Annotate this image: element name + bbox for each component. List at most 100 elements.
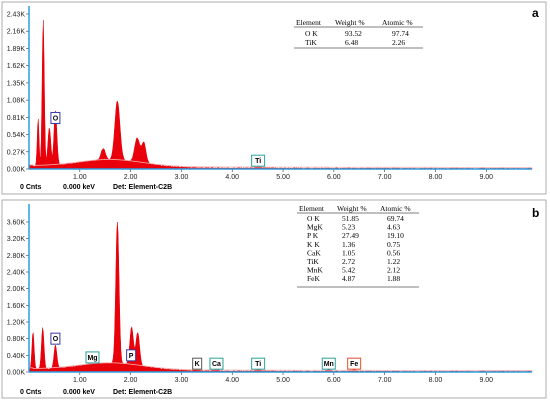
b-table-cell: CaK <box>307 248 321 257</box>
svg-text:Ca: Ca <box>212 361 221 368</box>
y-tick-label: 1.89K <box>7 46 26 53</box>
b-table-cell: 5.23 <box>342 223 355 232</box>
x-tick-label: 5.00 <box>276 377 290 384</box>
y-tick-label: 2.43K <box>7 12 26 19</box>
panel-a-letter: a <box>532 6 539 20</box>
element-marker-o: O <box>50 111 61 124</box>
y-tick-label: 2.00K <box>7 286 26 293</box>
panel-b-letter: b <box>532 206 539 220</box>
x-tick-label: 5.00 <box>276 174 290 181</box>
a-x-ticks: 1.00 2.00 3.00 4.00 5.00 6.00 7.00 8.00 9.00 <box>73 169 493 181</box>
x-tick-label: 7.00 <box>378 377 392 384</box>
b-element-markers: O Mg P K Ca Ti Mn Fe <box>50 332 362 370</box>
x-tick-label: 1.00 <box>73 174 87 181</box>
y-tick-label: 0.00K <box>7 370 26 377</box>
x-tick-label: 4.00 <box>225 174 239 181</box>
b-table-cell: 0.56 <box>387 248 400 257</box>
b-table-header-element: Element <box>299 204 325 213</box>
a-spectrum-area <box>28 20 533 170</box>
b-composition-table: Element Weight % Atomic % O K 51.85 69.74 M… <box>297 204 419 288</box>
a-table-header-weight: Weight % <box>335 18 365 27</box>
a-table-header-element: Element <box>296 18 322 27</box>
svg-text:O: O <box>53 336 59 343</box>
b-table-cell: P K <box>307 231 319 240</box>
a-table-cell: 2.26 <box>392 38 405 47</box>
a-table-cell: 97.74 <box>392 29 409 38</box>
a-footer-kev: 0.000 keV <box>63 184 95 191</box>
x-tick-label: 4.00 <box>225 377 239 384</box>
x-tick-label: 1.00 <box>73 377 87 384</box>
a-table-cell: 93.52 <box>345 29 362 38</box>
a-footer-cnts: 0 Cnts <box>20 184 42 191</box>
panel-b: b 0.00K0.40K0.80K1.20K1.60K2.00K2.40K2.8… <box>1 199 547 399</box>
b-table-cell: 1.05 <box>342 248 355 257</box>
b-table-cell: 1.22 <box>387 257 400 266</box>
panel-b-frame <box>1 199 547 399</box>
y-tick-label: 2.80K <box>7 253 26 260</box>
y-tick-label: 0.27K <box>7 149 26 156</box>
y-tick-label: 3.60K <box>7 220 26 227</box>
y-tick-label: 0.80K <box>7 336 26 343</box>
panel-a-frame <box>1 1 547 195</box>
b-table-cell: 5.42 <box>342 266 355 275</box>
b-table-cell: TiK <box>307 257 319 266</box>
y-tick-label: 1.60K <box>7 303 26 310</box>
b-x-ticks: 1.00 2.00 3.00 4.00 5.00 6.00 7.00 8.00 9.00 <box>73 372 493 384</box>
x-tick-label: 3.00 <box>175 377 189 384</box>
y-tick-label: 1.35K <box>7 80 26 87</box>
x-tick-label: 8.00 <box>429 174 443 181</box>
a-table-header-atomic: Atomic % <box>382 18 413 27</box>
a-y-ticks: 0.00K 0.27K 0.54K 0.81K 1.08K 1.35K 1.62K 1.89K… <box>7 12 29 174</box>
b-table-cell: 1.36 <box>342 240 355 249</box>
b-table-cell: 2.12 <box>387 266 400 275</box>
b-table-cell: 19.10 <box>387 231 404 240</box>
b-table-header-atomic: Atomic % <box>380 204 411 213</box>
y-tick-label: 0.40K <box>7 353 26 360</box>
b-table-cell: 27.49 <box>342 231 359 240</box>
b-table-cell: 2.72 <box>342 257 355 266</box>
y-tick-label: 0.54K <box>7 132 26 139</box>
b-footer-cnts: 0 Cnts <box>20 389 42 396</box>
b-table-cell: MnK <box>307 266 323 275</box>
y-tick-label: 3.20K <box>7 236 26 243</box>
element-marker-p: P <box>126 349 137 362</box>
y-tick-label: 1.20K <box>7 320 26 327</box>
y-tick-label: 1.62K <box>7 63 26 70</box>
x-tick-label: 6.00 <box>327 377 341 384</box>
x-tick-label: 7.00 <box>378 174 392 181</box>
b-table-header-weight: Weight % <box>337 204 367 213</box>
svg-text:Ti: Ti <box>255 361 261 368</box>
b-background-curve <box>29 362 532 371</box>
element-marker-mg: Mg <box>85 351 100 364</box>
svg-text:Ti: Ti <box>255 158 261 165</box>
x-tick-label: 9.00 <box>479 174 493 181</box>
element-marker-k: K <box>192 357 203 370</box>
element-marker-mn: Mn <box>321 357 336 370</box>
b-table-cell: 1.88 <box>387 274 400 283</box>
y-tick-label: 1.08K <box>7 98 26 105</box>
a-table-cell: 6.48 <box>345 38 358 47</box>
b-footer-det: Det: Element-C2B <box>113 389 172 396</box>
b-y-ticks: 0.00K 0.40K 0.80K 1.20K 1.60K 2.00K 2.40K 2.80K… <box>7 220 29 377</box>
element-marker-o: O <box>50 332 61 345</box>
b-table-cell: MgK <box>307 223 323 232</box>
svg-text:O: O <box>53 115 59 122</box>
b-table-cell: FeK <box>307 274 321 283</box>
y-tick-label: 2.40K <box>7 270 26 277</box>
svg-text:Mg: Mg <box>87 355 97 362</box>
b-table-cell: K K <box>307 240 320 249</box>
b-table-cell: 69.74 <box>387 214 404 223</box>
a-table-cell: TiK <box>305 38 317 47</box>
element-marker-ca: Ca <box>209 357 224 370</box>
b-footer-kev: 0.000 keV <box>63 389 95 396</box>
x-tick-label: 2.00 <box>124 174 138 181</box>
x-tick-label: 3.00 <box>175 174 189 181</box>
y-tick-label: 0.00K <box>7 167 26 174</box>
a-background-curve <box>29 159 532 168</box>
b-table-cell: 0.75 <box>387 240 400 249</box>
y-tick-label: 2.16K <box>7 29 26 36</box>
svg-text:Fe: Fe <box>350 361 358 368</box>
x-tick-label: 2.00 <box>124 377 138 384</box>
svg-text:K: K <box>195 361 200 368</box>
svg-text:P: P <box>129 353 134 360</box>
